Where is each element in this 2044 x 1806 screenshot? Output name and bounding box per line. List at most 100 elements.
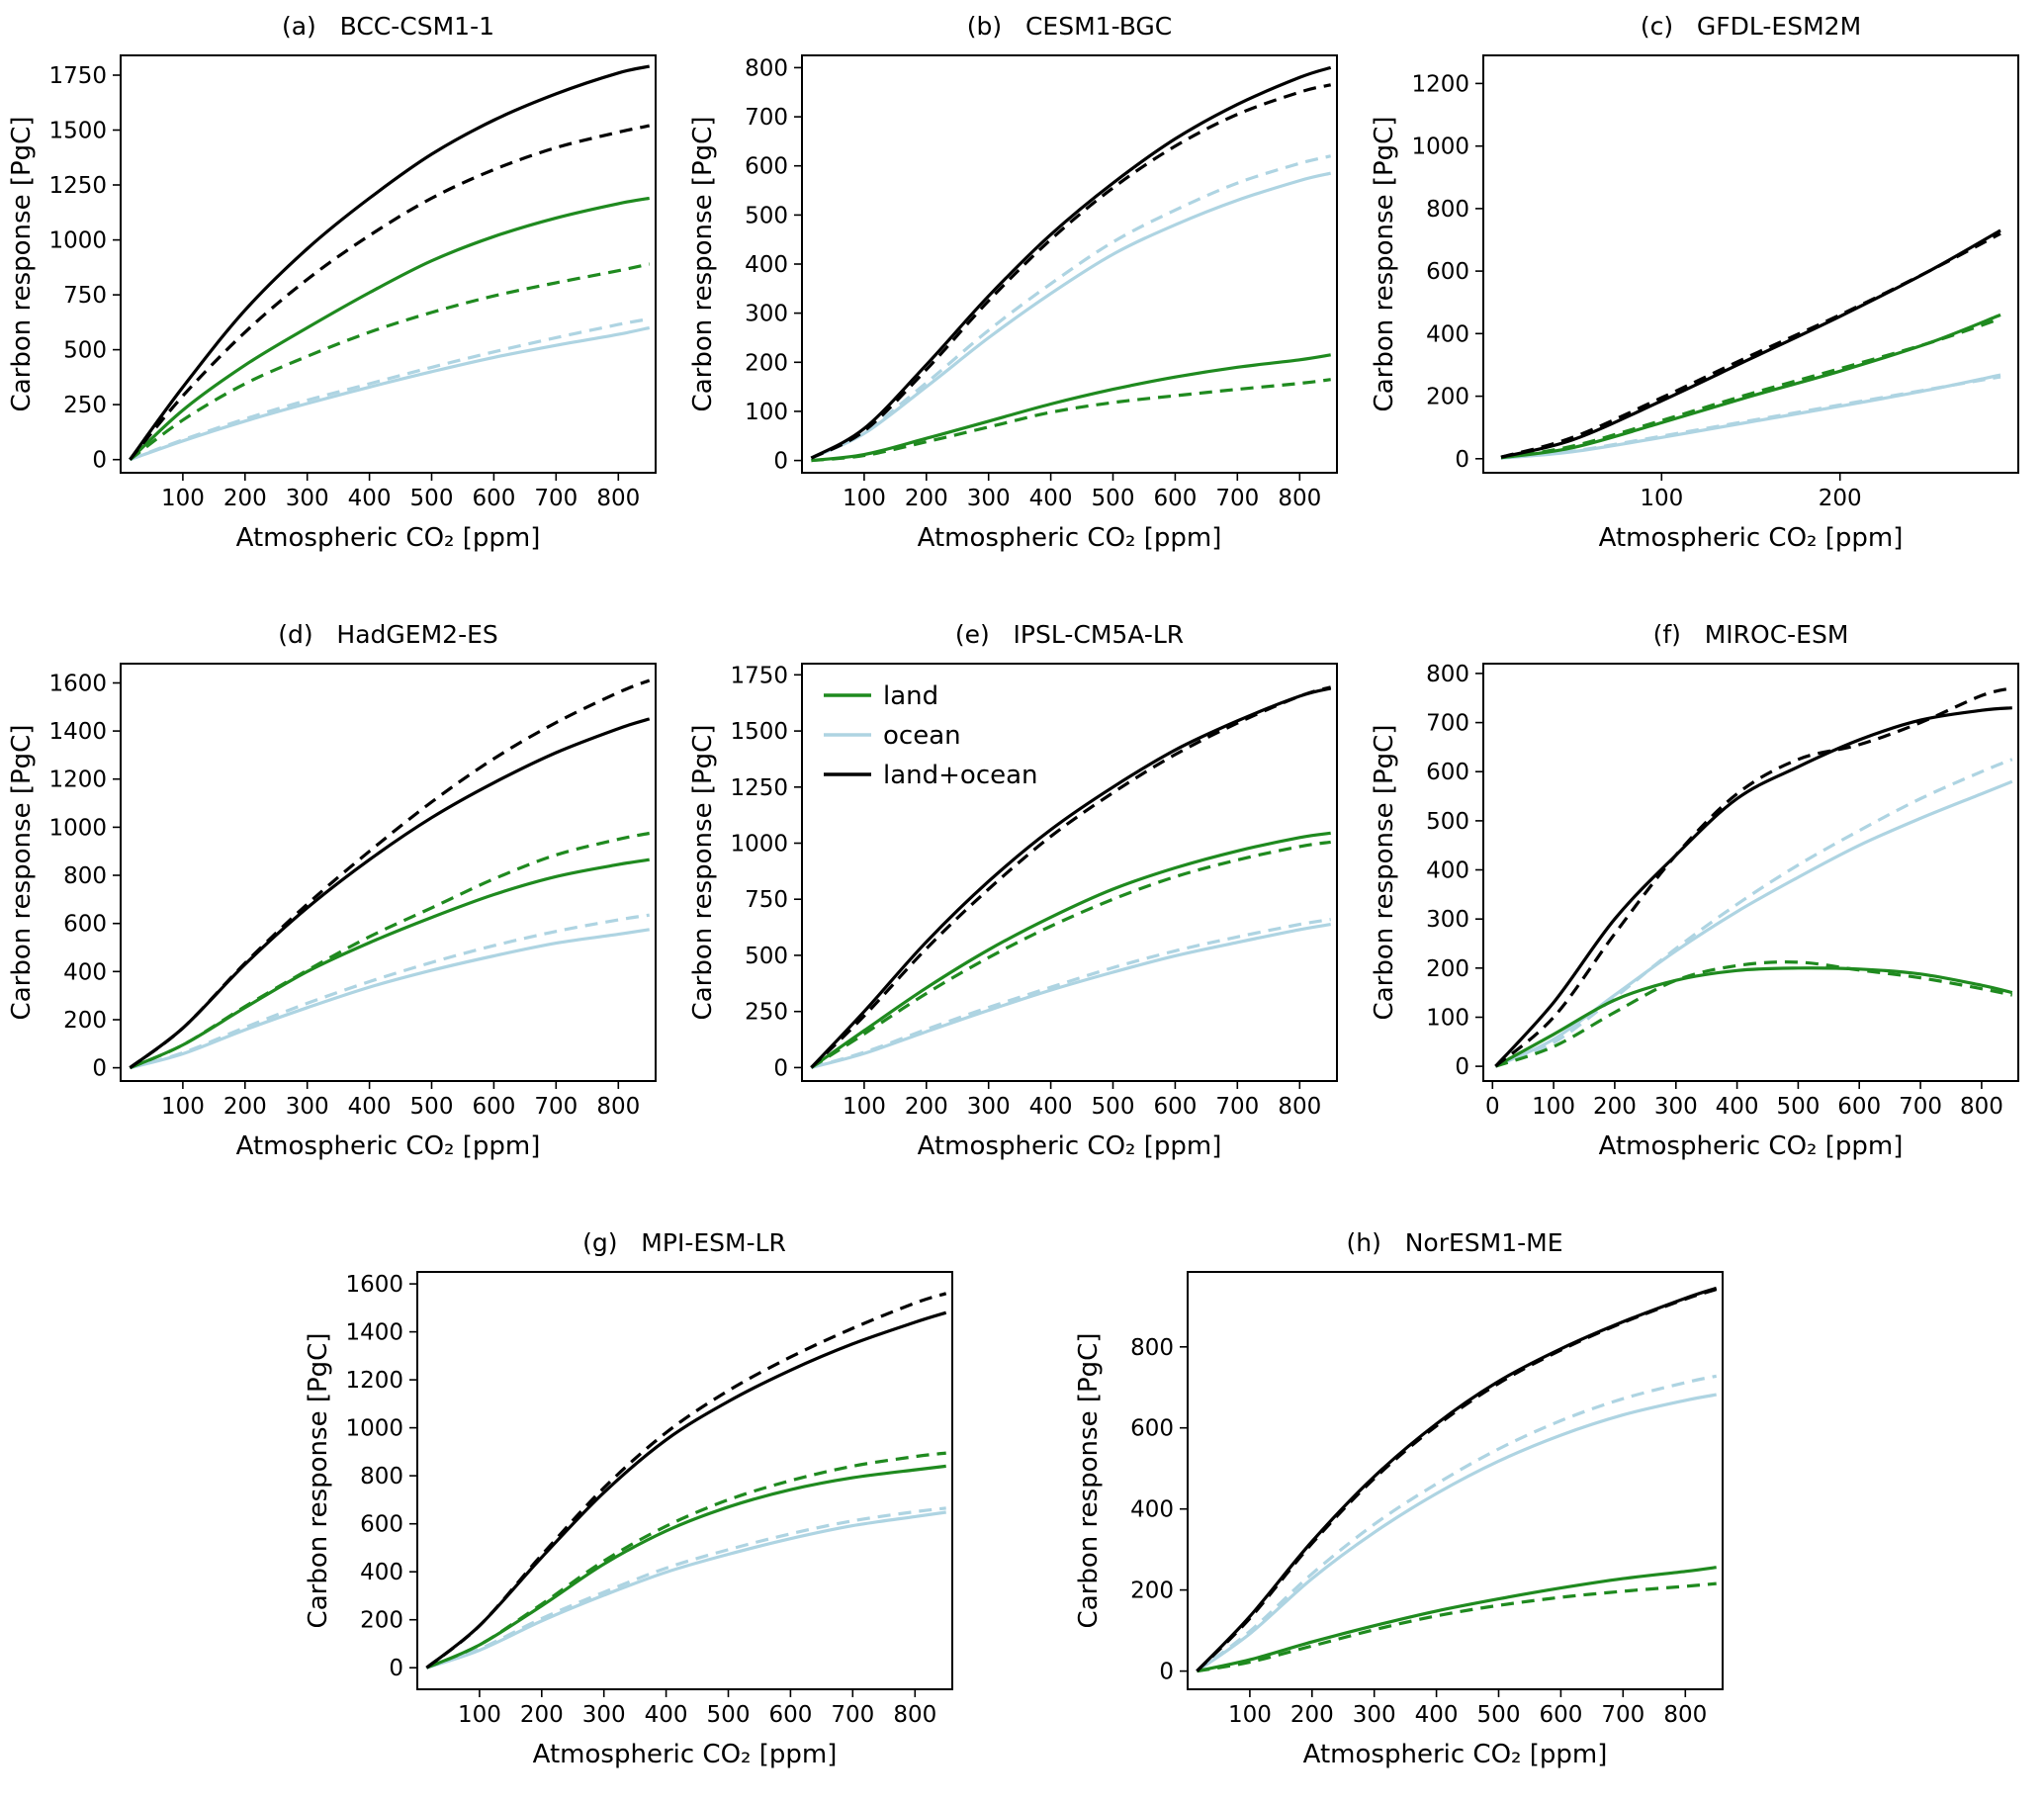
x-tick-label: 400 (348, 1094, 392, 1120)
y-tick-label: 1400 (48, 719, 107, 745)
y-tick-label: 1200 (1411, 71, 1469, 97)
x-axis-label: Atmospheric CO₂ [ppm] (236, 523, 541, 553)
series-land+ocean-dashed (129, 678, 651, 1069)
panel-miroc-esm: (f) MIROC-ESM 0 100 200 300 400 500 600 700 800 0… (1363, 620, 2044, 1183)
series-land-solid (1500, 313, 2001, 460)
y-tick-label: 250 (63, 393, 107, 418)
series-land-dashed (811, 378, 1331, 463)
x-tick-label: 300 (286, 1094, 329, 1120)
x-tick-label: 200 (905, 1094, 948, 1120)
y-tick-label: 400 (1130, 1497, 1174, 1523)
series-land-solid (1196, 1566, 1717, 1673)
y-tick-label: 300 (1426, 907, 1469, 933)
series-land-dashed (129, 831, 651, 1070)
series-ocean-solid (1494, 779, 2013, 1068)
x-axis-label: Atmospheric CO₂ [ppm] (1302, 1740, 1607, 1769)
series-land+ocean-dashed (1195, 1288, 1717, 1672)
x-tick-label: 100 (457, 1702, 500, 1728)
x-axis-ticks: 100 200 300 400 500 600 700 800 (843, 473, 1321, 511)
plot-frame (1482, 663, 2019, 1082)
x-tick-label: 700 (1899, 1094, 1942, 1120)
plot-frame (801, 54, 1338, 474)
x-tick-label: 800 (596, 1094, 640, 1120)
x-tick-label: 600 (472, 1094, 515, 1120)
panel-hadgem2-es: (d) HadGEM2-ES 100 200 300 400 500 600 700 800 0… (0, 620, 681, 1183)
panel-noresm1-me: (h) NorESM1-ME 100 200 300 400 500 600 700 800 0… (1067, 1228, 1748, 1791)
y-tick-label: 250 (745, 1000, 788, 1026)
y-tick-label: 600 (1130, 1416, 1174, 1442)
y-tick-label: 750 (63, 283, 107, 309)
y-tick-label: 100 (745, 400, 788, 425)
x-tick-label: 400 (1029, 1094, 1073, 1120)
series-ocean-dashed (129, 913, 650, 1070)
y-tick-label: 1400 (345, 1320, 403, 1346)
x-tick-label: 100 (1532, 1094, 1575, 1120)
y-axis-label: Carbon response [PgC] (7, 117, 37, 412)
plot-ipsl-cm5a-lr: 100 200 300 400 500 600 700 800 0 250 500 750 1000 12… (688, 663, 1338, 1161)
y-tick-label: 800 (1130, 1335, 1174, 1361)
y-tick-label: 1750 (48, 63, 107, 89)
y-tick-label: 600 (1426, 259, 1469, 285)
series-group (810, 685, 1332, 1069)
x-tick-label: 500 (1476, 1702, 1520, 1728)
x-tick-label: 200 (1289, 1702, 1333, 1728)
series-land-solid (129, 196, 650, 461)
y-tick-label: 0 (773, 1055, 788, 1081)
x-tick-label: 400 (1414, 1702, 1458, 1728)
x-axis-label: Atmospheric CO₂ [ppm] (918, 523, 1222, 553)
series-land+ocean-solid (810, 686, 1332, 1069)
x-axis-ticks: 100 200 (1640, 473, 1862, 511)
plot-hadgem2-es: 100 200 300 400 500 600 700 8000200400600800100… (7, 663, 657, 1161)
y-tick-label: 0 (1455, 447, 1469, 473)
x-tick-label: 100 (161, 1094, 205, 1120)
x-tick-label: 100 (843, 1094, 886, 1120)
x-tick-label: 200 (905, 486, 948, 511)
series-land-solid (1494, 966, 2013, 1068)
y-tick-label: 500 (745, 203, 788, 228)
x-tick-label: 200 (519, 1702, 563, 1728)
series-land+ocean-solid (129, 64, 651, 461)
y-tick-label: 1600 (48, 672, 107, 697)
x-tick-label: 300 (286, 486, 329, 511)
y-tick-label: 800 (1426, 197, 1469, 223)
y-axis-ticks: 0 200 400 600 800 1000 1200 (1411, 71, 1483, 473)
plot-frame (415, 1271, 953, 1690)
y-axis-label: Carbon response [PgC] (1370, 725, 1399, 1021)
figure-row-2: (d) HadGEM2-ES 100 200 300 400 500 600 700 800 0… (0, 620, 2044, 1183)
plot-miroc-esm: 0 100 200 300 400 500 600 700 800 0 100 200 300 400 50… (1370, 662, 2019, 1161)
panel-title-g: (g) MPI-ESM-LR (582, 1228, 786, 1257)
series-group (129, 64, 651, 462)
y-axis-label: Carbon response [PgC] (304, 1333, 333, 1629)
x-tick-label: 500 (410, 486, 454, 511)
x-axis-label: Atmospheric CO₂ [ppm] (918, 1131, 1222, 1161)
series-group (1500, 228, 2001, 460)
x-tick-label: 100 (1640, 486, 1683, 511)
series-land-solid (129, 858, 650, 1070)
x-axis-ticks: 100 200 300 400 500 600 700 800 (457, 1689, 936, 1728)
series-land-solid (811, 353, 1331, 463)
series-land-solid (810, 831, 1331, 1069)
y-tick-label: 700 (745, 105, 788, 131)
x-tick-label: 600 (472, 486, 515, 511)
plot-frame (120, 663, 657, 1082)
y-tick-label: 500 (63, 338, 107, 364)
x-axis-ticks: 100 200 300 400 500 600 700 800 (1227, 1689, 1707, 1728)
y-tick-label: 600 (745, 154, 788, 180)
panel-title-d: (d) HadGEM2-ES (278, 620, 498, 649)
x-axis-label: Atmospheric CO₂ [ppm] (1599, 523, 1904, 553)
y-tick-label: 800 (1426, 662, 1469, 687)
y-tick-label: 0 (1159, 1660, 1174, 1685)
y-axis-ticks: 0 250 500 750 1000 1250 1500 1750 (48, 63, 121, 474)
y-tick-label: 400 (1426, 321, 1469, 347)
series-ocean-dashed (129, 316, 650, 462)
x-tick-label: 500 (1776, 1094, 1820, 1120)
plot-mpi-esm-lr: 100 200 300 400 500 600 700 8000200400600800100… (304, 1271, 953, 1769)
x-tick-label: 300 (1352, 1702, 1395, 1728)
y-tick-label: 0 (92, 448, 107, 474)
series-group (1195, 1286, 1717, 1673)
x-tick-label: 300 (967, 486, 1011, 511)
series-land+ocean-solid (1494, 706, 2012, 1068)
y-tick-label: 1000 (48, 815, 107, 841)
series-land+ocean-solid (424, 1310, 946, 1670)
